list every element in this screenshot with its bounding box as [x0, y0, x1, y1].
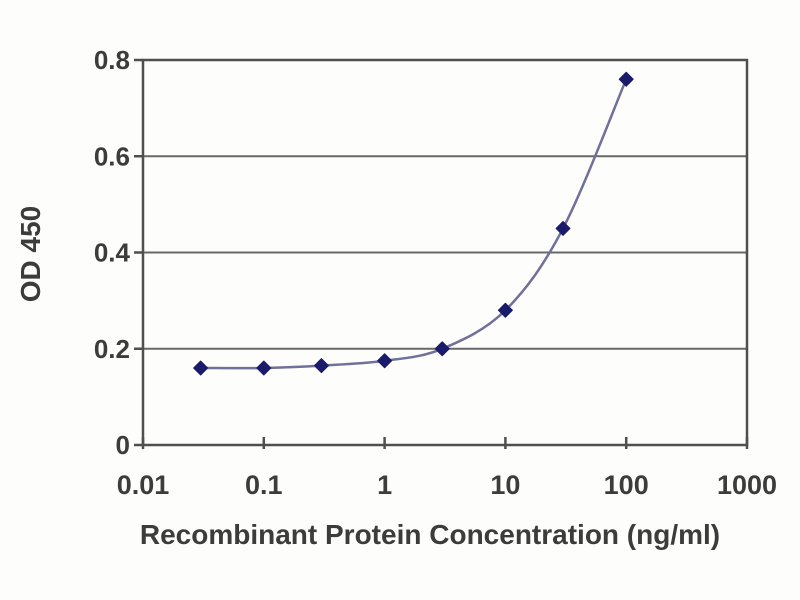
y-tick-label: 0.8	[94, 45, 130, 75]
x-tick-label: 1000	[717, 470, 777, 500]
data-point-marker	[256, 360, 272, 376]
x-tick-label: 1	[377, 470, 392, 500]
data-point-marker	[313, 358, 329, 374]
data-point-marker	[555, 220, 571, 236]
y-tick-label: 0.6	[94, 141, 130, 171]
x-axis-title: Recombinant Protein Concentration (ng/ml…	[139, 519, 721, 550]
data-point-marker	[434, 341, 450, 357]
x-tick-label: 10	[490, 470, 520, 500]
data-point-marker	[497, 302, 513, 318]
data-point-marker	[193, 360, 209, 376]
y-tick-label: 0	[116, 430, 130, 460]
y-tick-label: 0.2	[94, 334, 130, 364]
y-tick-label: 0.4	[94, 238, 131, 268]
y-axis-title: OD 450	[15, 205, 46, 303]
x-tick-label: 0.1	[245, 470, 283, 500]
data-point-marker	[377, 353, 393, 369]
data-point-marker	[618, 71, 634, 87]
x-tick-label: 100	[604, 470, 649, 500]
x-tick-label: 0.01	[117, 470, 170, 500]
